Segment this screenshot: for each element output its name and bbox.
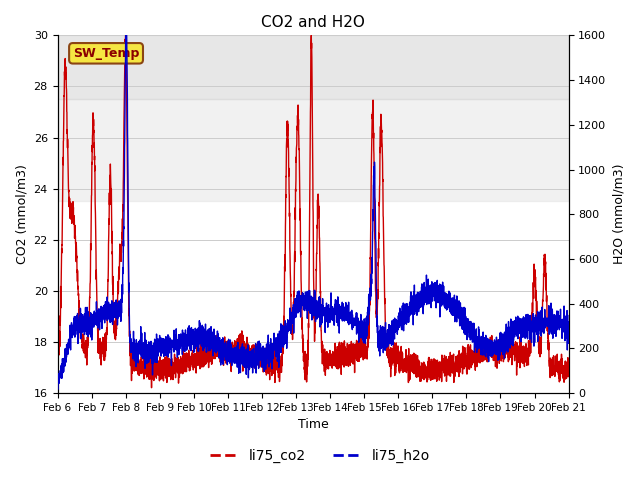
Y-axis label: H2O (mmol/m3): H2O (mmol/m3): [612, 164, 625, 264]
Title: CO2 and H2O: CO2 and H2O: [261, 15, 365, 30]
Y-axis label: CO2 (mmol/m3): CO2 (mmol/m3): [15, 164, 28, 264]
X-axis label: Time: Time: [298, 419, 328, 432]
Bar: [58, 36, 568, 99]
Legend: li75_co2, li75_h2o: li75_co2, li75_h2o: [204, 443, 436, 468]
Bar: [58, 99, 568, 202]
Text: SW_Temp: SW_Temp: [73, 47, 140, 60]
